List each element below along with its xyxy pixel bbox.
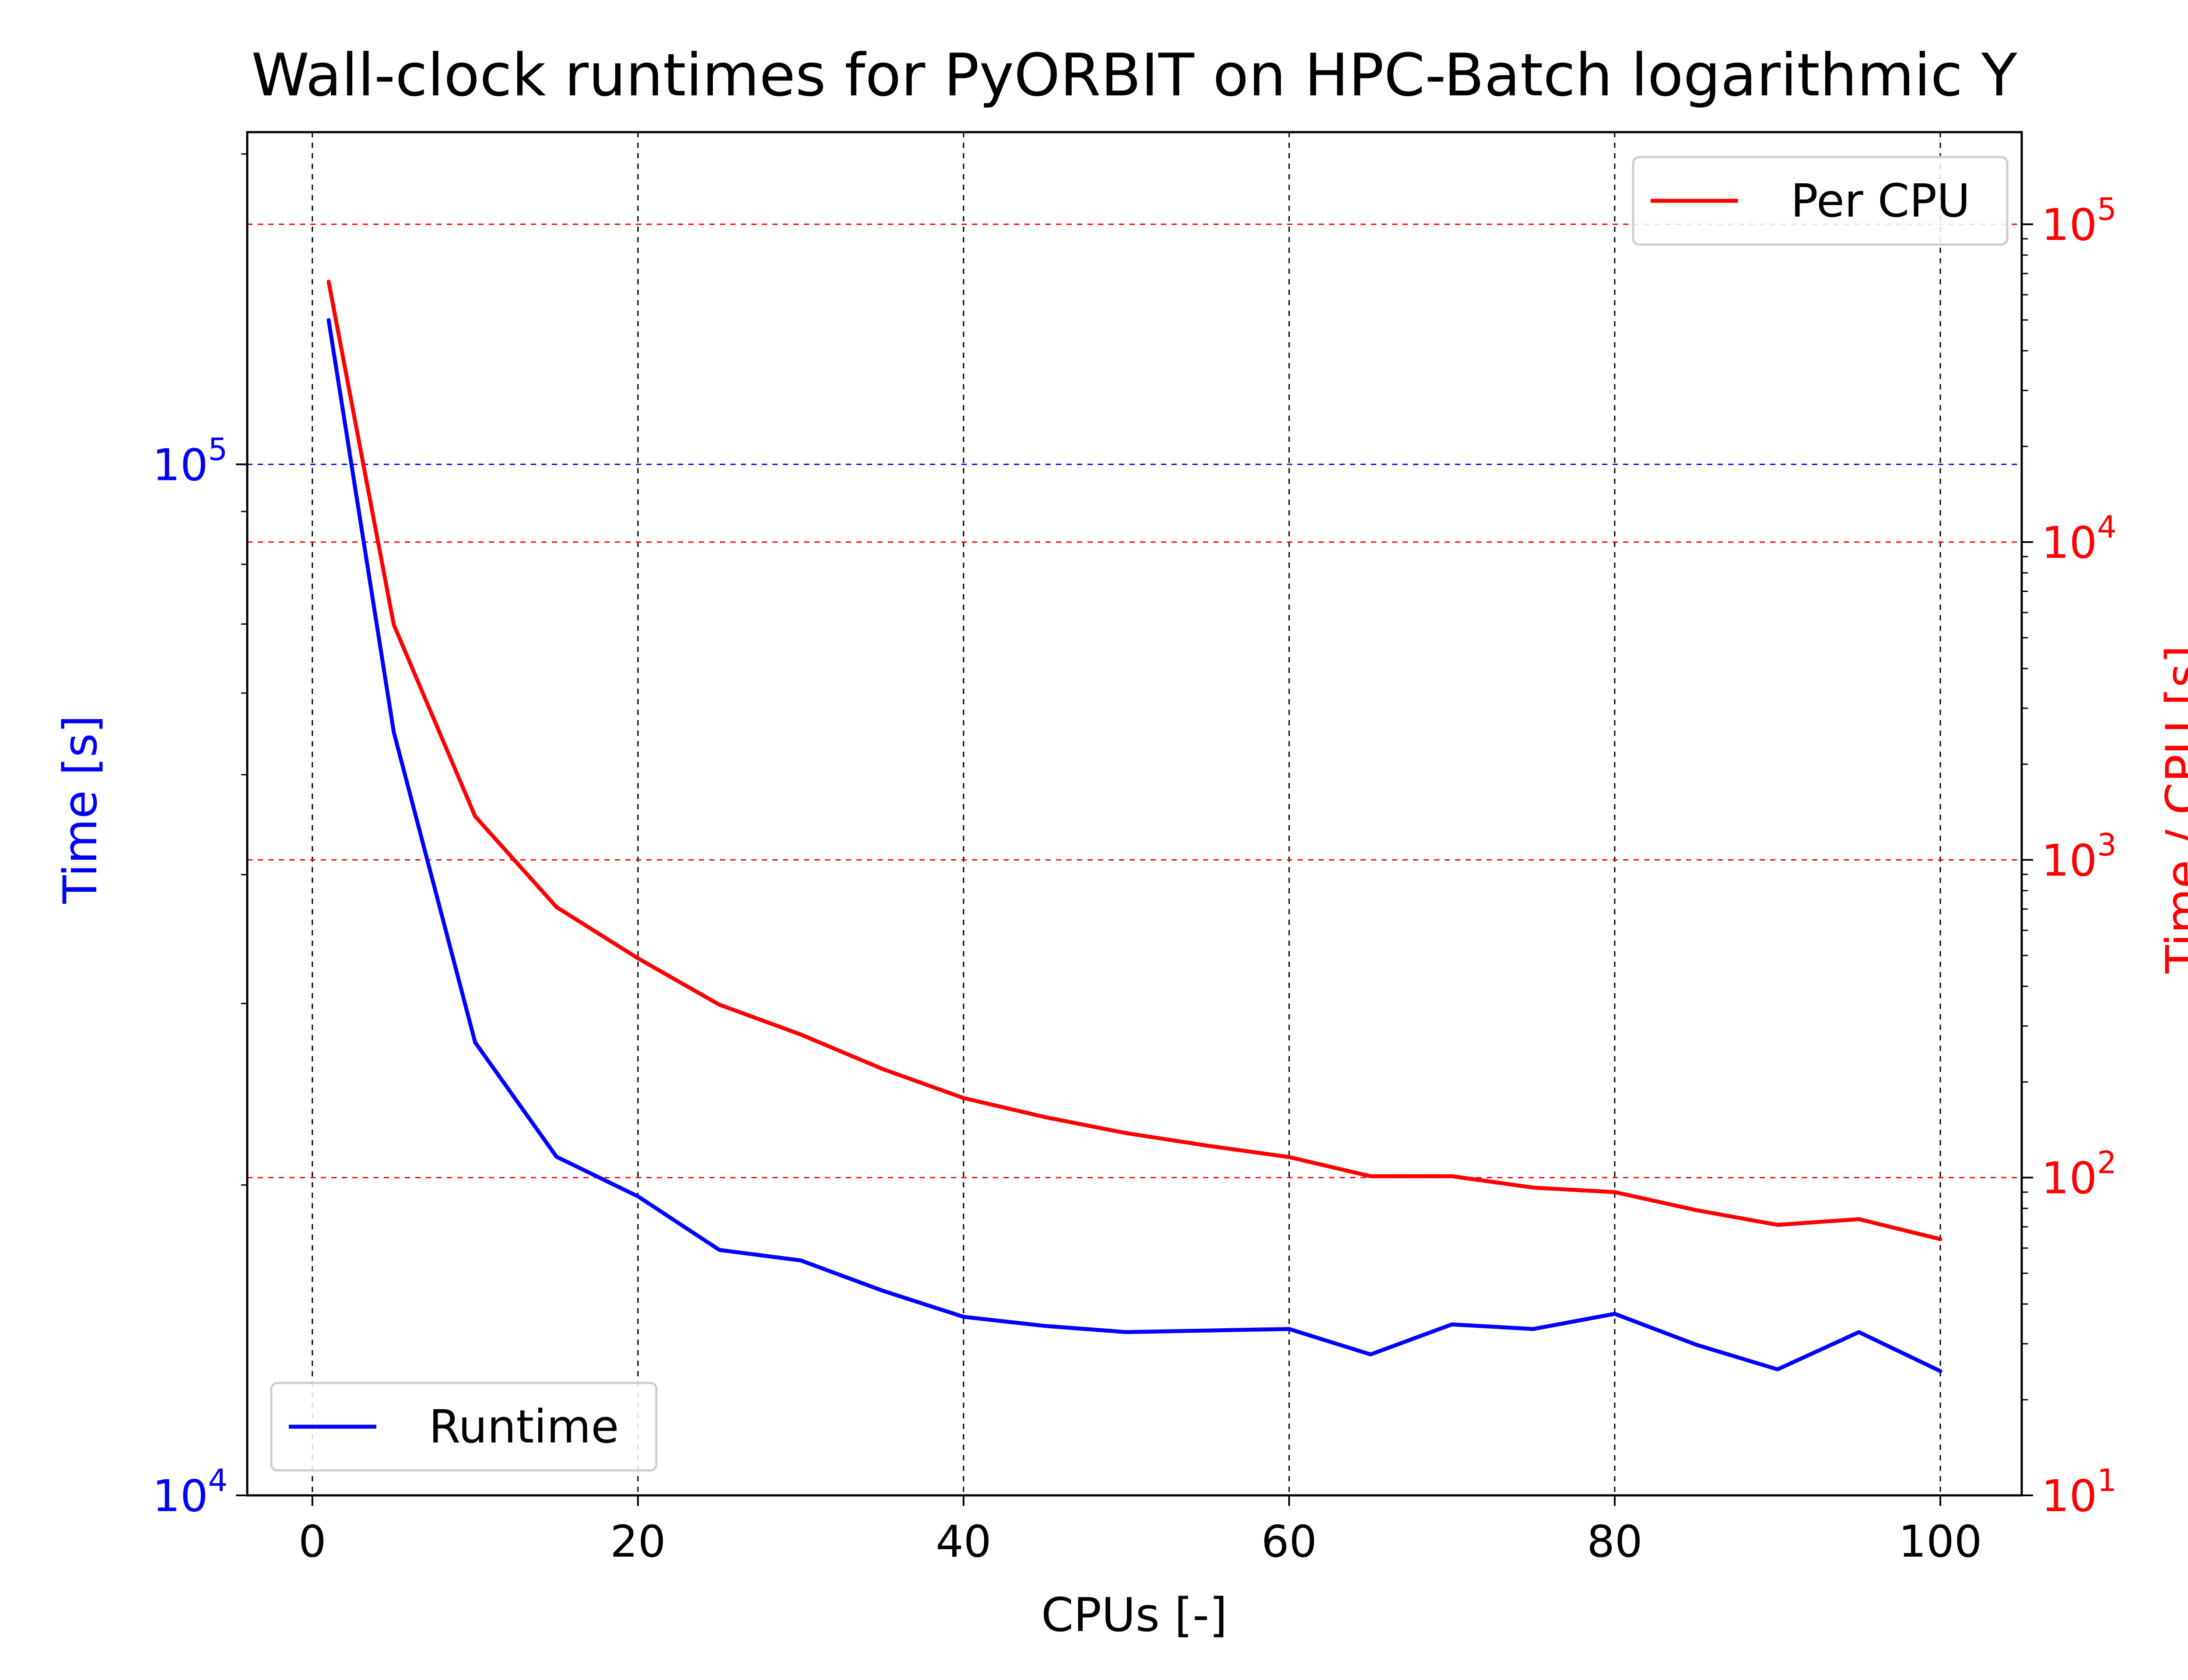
y-tick-label-left: 104 xyxy=(152,1463,228,1522)
x-tick-label: 0 xyxy=(298,1516,326,1567)
legend-box xyxy=(270,1382,658,1472)
y-tick-label-right: 102 xyxy=(2041,1145,2117,1204)
x-axis-label: CPUs [-] xyxy=(1041,1588,1227,1642)
y-axis-label-right: Time / CPU [s] xyxy=(2156,645,2188,974)
legend-runtime: Runtime xyxy=(270,1382,658,1472)
x-tick-label: 60 xyxy=(1261,1516,1317,1567)
plot-frame xyxy=(246,131,2023,1497)
grid-lines xyxy=(247,132,2022,1495)
legend-label: Runtime xyxy=(429,1400,619,1453)
y-axis-label-left: Time [s] xyxy=(53,715,107,904)
x-tick-label: 80 xyxy=(1587,1516,1642,1567)
y-tick-label-left: 105 xyxy=(152,431,228,490)
y-tick-label-right: 101 xyxy=(2041,1463,2117,1522)
legend-per-cpu: Per CPU xyxy=(1632,156,2009,246)
y-tick-label-right: 105 xyxy=(2041,192,2117,251)
x-tick-label: 100 xyxy=(1899,1516,1982,1567)
y-tick-label-right: 103 xyxy=(2041,827,2117,886)
x-tick-label: 20 xyxy=(610,1516,666,1567)
legend-label: Per CPU xyxy=(1791,174,1970,228)
axes: 0 20 40 60 80 100 104 105 101 102 103 104 105 xyxy=(152,153,2117,1567)
legends: Runtime Per CPU xyxy=(270,156,2009,1472)
x-tick-label: 40 xyxy=(936,1516,991,1567)
series-lines xyxy=(326,280,1943,1373)
legend-box xyxy=(1632,156,2009,246)
series-line-runtime xyxy=(326,318,1943,1373)
y-tick-label-right: 104 xyxy=(2041,509,2117,568)
series-line-per-cpu xyxy=(326,280,1943,1241)
chart-title: Wall-clock runtimes for PyORBIT on HPC-B… xyxy=(251,41,2017,109)
